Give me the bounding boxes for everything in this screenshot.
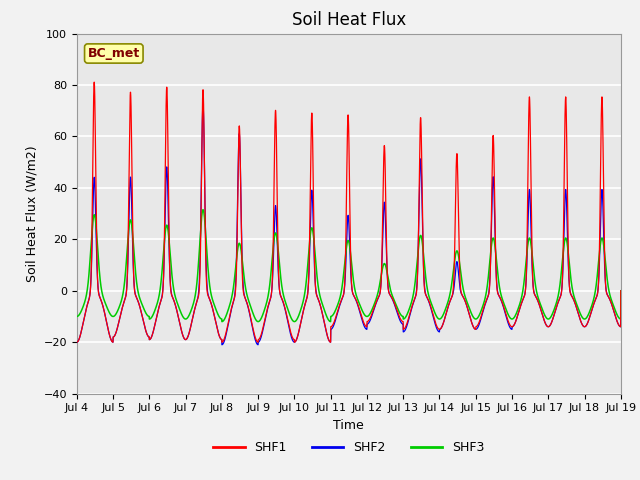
- Title: Soil Heat Flux: Soil Heat Flux: [292, 11, 406, 29]
- Text: BC_met: BC_met: [88, 47, 140, 60]
- Legend: SHF1, SHF2, SHF3: SHF1, SHF2, SHF3: [209, 436, 489, 459]
- Y-axis label: Soil Heat Flux (W/m2): Soil Heat Flux (W/m2): [25, 145, 38, 282]
- X-axis label: Time: Time: [333, 419, 364, 432]
